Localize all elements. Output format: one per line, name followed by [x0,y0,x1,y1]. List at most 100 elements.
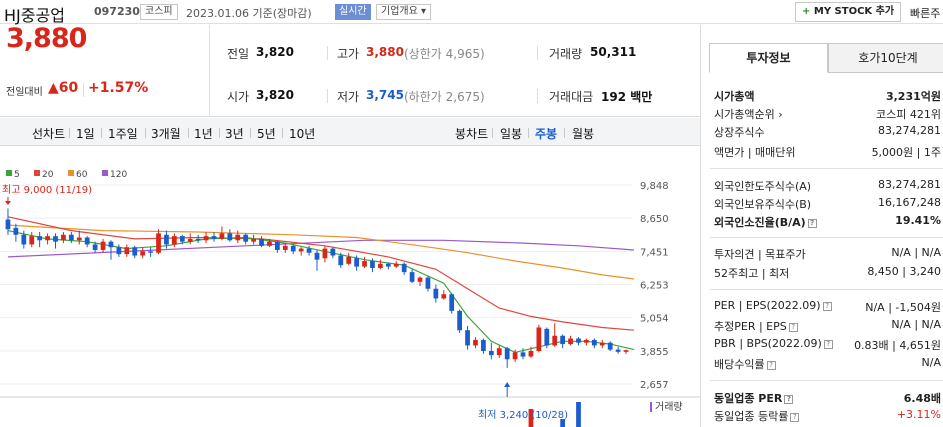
tab-orderbook[interactable]: 호가10단계 [828,43,943,73]
quick-menu-link[interactable]: 빠른주 [910,7,941,20]
candle-body [171,236,177,245]
prev-close-value: 3,820 [256,45,294,59]
period-5y[interactable]: 5년 [257,127,276,141]
candle-body [298,248,304,252]
period-3m[interactable]: 3개월 [151,127,181,141]
info-row: 상장주식수 83,274,281 [714,124,943,142]
help-icon[interactable]: ? [807,218,817,228]
divider [710,237,943,238]
candle-body [473,339,478,346]
y-tick-label: 9,848 [640,181,669,192]
plus-icon: + [802,6,811,17]
divider [492,128,493,138]
realtime-button[interactable]: 실시간 [335,4,371,20]
open-label: 시가 [227,90,250,104]
high-annotation: 최고 9,000 (11/19) [2,184,92,196]
price-chart[interactable]: 9,848 8,650 7,451 6,253 5,054 3,855 2,657 거래량 5 2… [0,147,700,427]
candle-body [576,338,581,343]
candle-monthly[interactable]: 월봉 [572,127,595,141]
candle-body [615,349,621,352]
divider [537,89,538,103]
prev-close-label: 전일 [227,47,250,61]
divider [710,380,943,381]
info-label: 투자의견 | 목표주가 [714,248,806,261]
candle-body [393,263,399,267]
candle-body [100,241,106,250]
divider [188,128,189,138]
volume-bar [576,402,581,427]
candle-body [417,277,423,282]
candle-body [61,234,66,241]
period-10y[interactable]: 10년 [289,127,316,141]
ma120-line [7,239,635,258]
candle-body [21,234,27,245]
info-row: 배당수익률? N/A [714,356,943,374]
info-value: 3,231억원 [885,90,941,103]
candle-body [203,236,209,241]
candle-body [179,236,185,242]
divider [219,128,220,138]
candle-body [488,350,494,356]
volume-bar [560,419,566,427]
info-row: 외국인보유주식수(B) 16,167,248 [714,196,943,214]
legend-label: 20 [42,170,54,180]
divider [327,46,328,60]
help-icon[interactable]: ? [790,412,800,422]
period-1w[interactable]: 1주일 [108,127,138,141]
candle-weekly[interactable]: 주봉 [535,127,558,141]
mystock-add-button[interactable]: + MY STOCK 추가 [795,2,902,22]
info-value: 5,000원 | 1주 [871,146,941,159]
company-name[interactable]: HJ중공업 [4,6,65,25]
help-icon[interactable]: ? [766,360,776,370]
compare-label: 전일대비 [6,87,43,98]
help-icon[interactable]: ? [788,322,798,332]
divider [69,128,70,138]
candle-body [330,248,336,256]
info-row: 액면가 | 매매단위 5,000원 | 1주 [714,144,943,162]
candle-daily[interactable]: 일봉 [500,127,523,141]
info-row: 52주최고 | 최저 8,450 | 3,240 [714,265,943,283]
candle-body [76,237,82,241]
info-label: 외국인한도주식수(A) [714,180,812,193]
candle-body [465,330,470,346]
legend-swatch [102,170,108,176]
company-info-dropdown[interactable]: 기업개요 ▾ [376,4,431,20]
candle-body [370,261,375,268]
candle-body [457,310,463,331]
y-tick-label: 3,855 [640,347,669,358]
low-label: 저가 [337,90,360,104]
candle-body [227,233,233,241]
info-row: PBR | BPS(2022.09)? 0.83배 | 4,651원 [714,337,943,355]
candle-body [520,352,526,357]
info-label: 동일업종 등락률? [714,408,800,424]
compare-value: ▲60 [48,80,79,96]
info-label: 52주최고 | 최저 [714,267,790,280]
candle-body [322,248,328,259]
candle-body [282,245,288,250]
info-label: PER | EPS(2022.09)? [714,299,832,312]
info-value: 8,450 | 3,240 [867,265,941,278]
candle-body [528,350,534,357]
info-row: 시가총액 3,231억원 [714,88,943,106]
divider [145,128,146,138]
tab-investment-info[interactable]: 투자정보 [709,43,828,73]
candle-body [187,238,193,242]
candle-body [536,327,542,351]
period-1y[interactable]: 1년 [194,127,213,141]
candle-body [584,339,589,343]
help-icon[interactable]: ? [822,301,832,311]
help-icon[interactable]: ? [784,394,794,404]
high-label: 고가 [337,47,360,61]
candle-body [314,252,320,260]
candle-body [441,294,447,299]
candle-body [512,352,518,360]
period-1d[interactable]: 1일 [76,127,95,141]
candle-body [433,288,439,299]
high-arrow-head [4,201,11,205]
chart-svg: 9,848 8,650 7,451 6,253 5,054 3,855 2,657 거래량 5 2… [0,170,700,427]
candle-body [251,238,256,242]
help-icon[interactable]: ? [823,339,833,349]
info-value: 6.48배 [903,392,941,405]
candle-body [409,272,415,282]
period-3y[interactable]: 3년 [225,127,244,141]
